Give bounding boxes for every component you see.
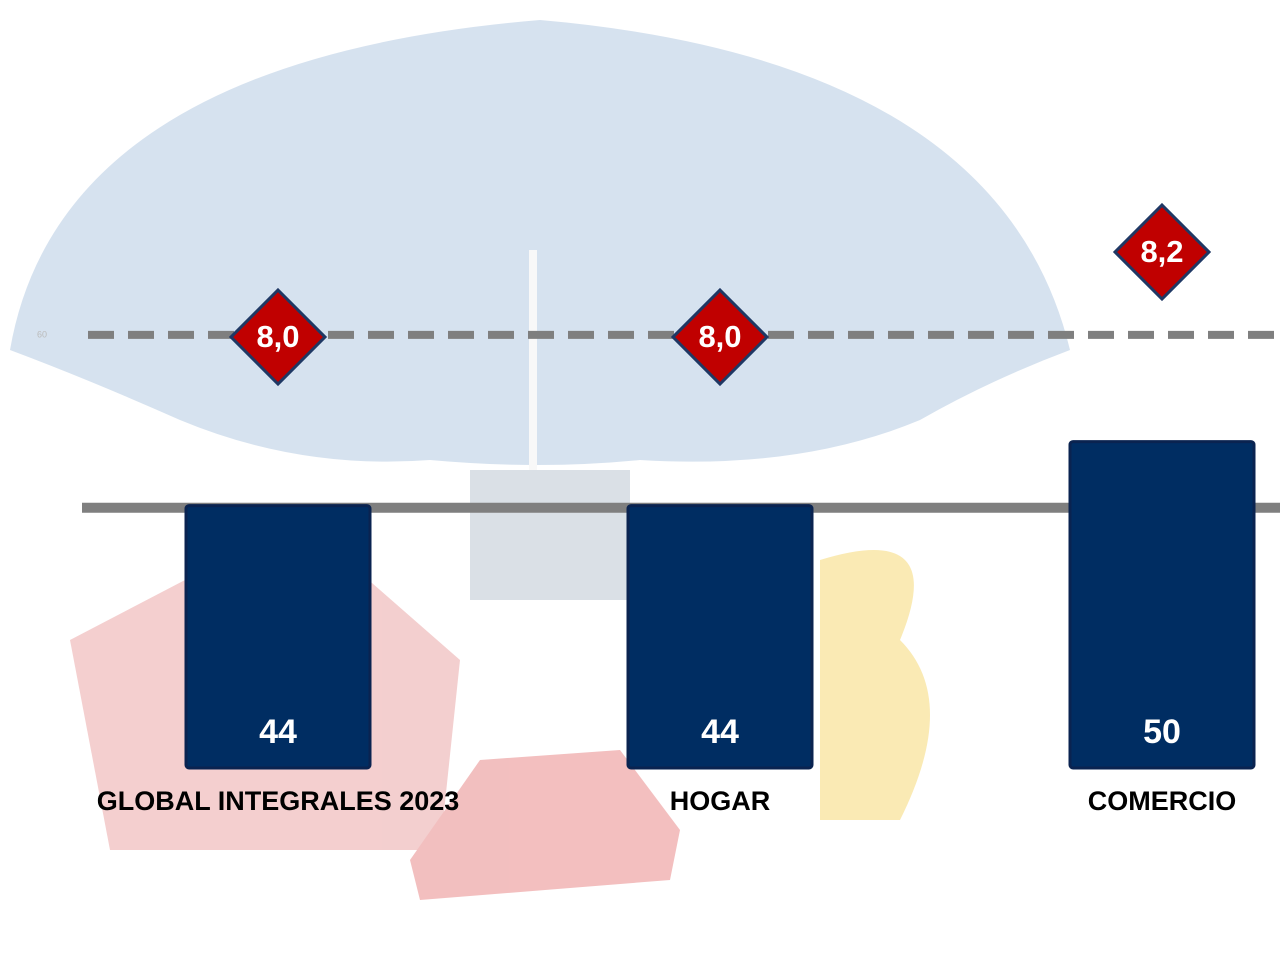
marker-label: 8,0 <box>256 319 299 354</box>
y-tick-label: 60 <box>37 329 47 339</box>
bar-label: 44 <box>701 713 739 751</box>
marker <box>1112 202 1212 302</box>
marker <box>228 287 328 387</box>
x-tick-label: COMERCIO <box>1088 786 1237 816</box>
bar-label: 50 <box>1143 713 1181 751</box>
bar-label: 44 <box>259 713 297 751</box>
x-tick-label: GLOBAL INTEGRALES 2023 <box>97 786 460 816</box>
bar <box>184 504 372 770</box>
bar <box>1068 440 1256 770</box>
marker <box>670 287 770 387</box>
marker-label: 8,0 <box>698 319 741 354</box>
background-illustration <box>10 20 1070 900</box>
bar <box>626 504 814 770</box>
marker-label: 8,2 <box>1140 234 1183 269</box>
x-tick-label: HOGAR <box>670 786 771 816</box>
